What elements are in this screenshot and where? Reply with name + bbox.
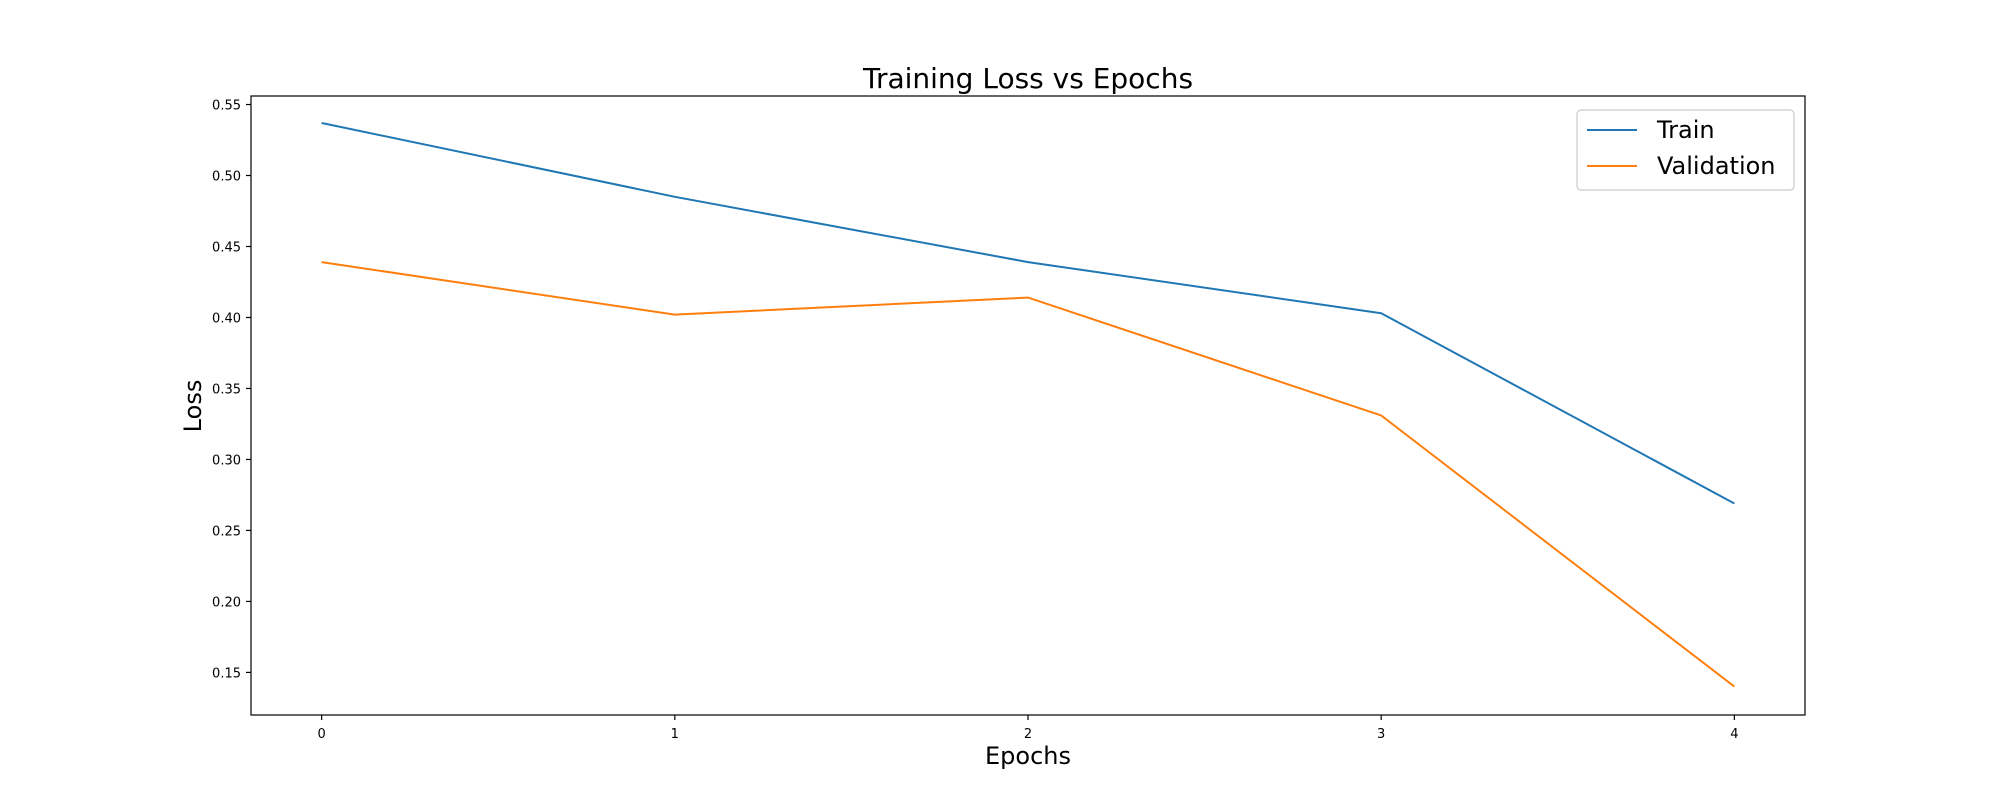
x-tick-label: 4 [1730,727,1738,742]
y-tick-label: 0.20 [212,595,241,610]
legend: Train Validation [1576,109,1795,191]
y-tick-label: 0.50 [212,170,241,185]
plot-area-frame [250,95,1806,716]
y-tick-label: 0.55 [212,99,241,114]
series-line-validation [321,261,1735,688]
y-tick-label: 0.25 [212,524,241,539]
y-tick-label: 0.15 [212,666,241,681]
x-tick-label: 3 [1377,727,1385,742]
x-tick-label: 1 [671,727,679,742]
y-axis-label: Loss [179,380,207,433]
x-tick-label: 2 [1024,727,1032,742]
x-axis: 0 1 2 3 4 [317,715,1739,742]
series-line-train [321,121,1735,505]
x-axis-label: Epochs [985,742,1071,770]
legend-label-validation: Validation [1657,152,1776,180]
series-lines [321,121,1735,688]
x-tick-label: 0 [317,727,325,742]
legend-label-train: Train [1656,116,1715,144]
y-tick-label: 0.40 [212,311,241,326]
y-tick-label: 0.45 [212,240,241,255]
y-tick-label: 0.30 [212,453,241,468]
y-tick-label: 0.35 [212,382,241,397]
chart-title: Training Loss vs Epochs [862,62,1193,95]
y-axis: 0.15 0.20 0.25 0.30 0.35 0.40 0.45 0.50 0.55 [212,99,251,681]
